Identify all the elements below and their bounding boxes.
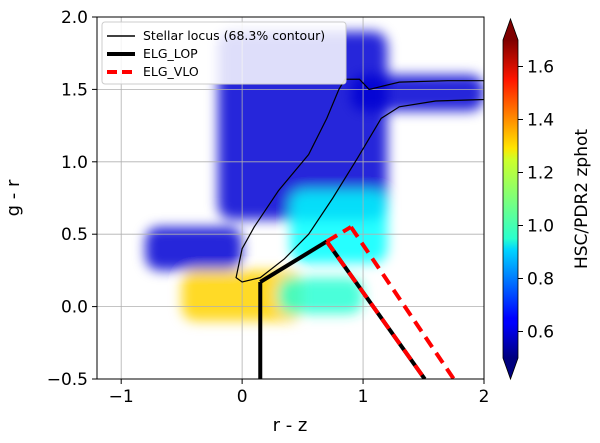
elg-vlo-boundary-segment (325, 225, 352, 244)
colorbar-ticks: 0.6 0.8 1.0 1.2 1.4 1.6 (518, 58, 554, 343)
colorbar-tick-label: 1.0 (527, 217, 554, 237)
y-tick-label: 2.0 (61, 8, 88, 28)
y-tick-label: 0.0 (61, 298, 88, 318)
density-region (145, 226, 243, 271)
elg-vlo-boundary-segment (349, 225, 456, 379)
colorbar-tick-label: 1.6 (527, 58, 554, 78)
legend: Stellar locus (68.3% contour) ELG_LOP EL… (101, 21, 347, 85)
y-tick-label: 1.0 (61, 153, 88, 173)
x-tick-label: 2 (479, 387, 490, 407)
colorbar-tick-label: 1.4 (527, 111, 554, 131)
y-axis-label: g - r (3, 179, 24, 216)
colorbar-extend-bottom (503, 358, 518, 379)
colorbar-gradient (503, 40, 518, 358)
stellar-locus-contour (235, 78, 484, 283)
legend-box (101, 21, 347, 85)
colorbar-extend-top (503, 19, 518, 40)
x-axis-ticks: −1 0 1 2 (109, 379, 490, 407)
x-tick-label: 0 (237, 387, 248, 407)
colorbar-tick-label: 1.2 (527, 164, 554, 184)
elg-vlo-boundary-segment (325, 240, 427, 379)
colorbar: 0.6 0.8 1.0 1.2 1.4 1.6 HSC/PDR2 zphot (502, 17, 592, 381)
density-region (290, 190, 388, 264)
x-axis-label: r - z (273, 415, 308, 436)
y-tick-label: 1.5 (61, 80, 88, 100)
selection-lines (258, 225, 456, 379)
density-region (278, 277, 364, 314)
elg-lop-boundary-segment (259, 239, 328, 284)
y-tick-label: −0.5 (47, 370, 88, 390)
legend-label-elg-lop: ELG_LOP (143, 46, 198, 61)
x-tick-label: −1 (109, 387, 134, 407)
colorbar-tick-label: 0.6 (527, 323, 554, 343)
colorbar-outline (502, 17, 519, 381)
y-axis-ticks: −0.5 0.0 0.5 1.0 1.5 2.0 (47, 8, 97, 390)
density-region (350, 74, 484, 112)
y-tick-label: 0.5 (61, 225, 88, 245)
legend-label-stellar-locus: Stellar locus (68.3% contour) (143, 28, 325, 43)
x-tick-label: 1 (358, 387, 369, 407)
stellar-locus-contour-line (235, 78, 484, 283)
plot-frame (96, 16, 485, 380)
legend-label-elg-vlo: ELG_VLO (143, 64, 199, 79)
colorbar-label: HSC/PDR2 zphot (572, 129, 592, 269)
colorbar-tick-label: 0.8 (527, 270, 554, 290)
